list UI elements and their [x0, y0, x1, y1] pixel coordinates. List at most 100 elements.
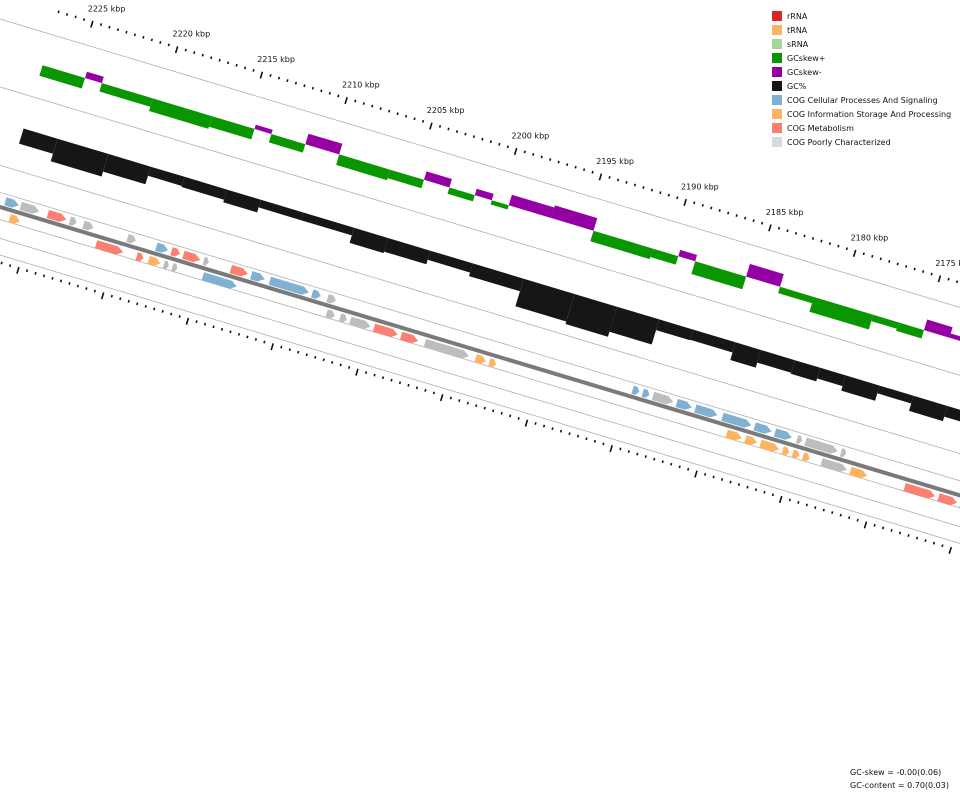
inner-minor-tick: [576, 434, 580, 438]
gene-arrow-cellular: [201, 272, 237, 289]
inner-minor-tick: [390, 378, 393, 382]
inner-major-tick: [16, 266, 20, 274]
minor-tick: [718, 209, 721, 212]
legend-item: rRNA: [772, 9, 951, 23]
major-tick: [768, 224, 772, 232]
minor-tick: [396, 112, 399, 116]
gene-arrow-poor: [326, 294, 336, 304]
inner-minor-tick: [763, 490, 766, 494]
minor-tick: [786, 229, 789, 233]
inner-minor-tick: [534, 422, 537, 425]
gene-arrow-info: [488, 358, 497, 368]
minor-tick: [464, 132, 467, 136]
gene-arrow-poor: [839, 448, 847, 458]
minor-tick: [625, 181, 628, 184]
minor-tick: [532, 153, 535, 156]
inner-minor-tick: [653, 457, 656, 461]
inner-minor-tick: [85, 287, 88, 290]
inner-minor-tick: [712, 475, 715, 479]
gc-content-bar: [909, 395, 948, 422]
gene-arrow-cellular: [268, 276, 309, 295]
gene-arrow-info: [8, 214, 20, 224]
inner-major-tick: [100, 292, 105, 300]
inner-minor-tick: [568, 432, 571, 436]
feature-track: [4, 197, 960, 509]
minor-tick: [269, 74, 272, 77]
legend-swatch: [772, 11, 782, 21]
gc-skew-positive-bar: [268, 134, 306, 153]
minor-tick: [99, 23, 103, 27]
minor-tick: [455, 130, 459, 133]
minor-tick: [574, 165, 577, 169]
inner-minor-tick: [839, 513, 842, 517]
inner-minor-tick: [542, 424, 546, 428]
inner-minor-tick: [119, 297, 122, 301]
inner-minor-tick: [314, 355, 317, 359]
gene-arrow-poor: [171, 263, 178, 272]
minor-tick: [116, 28, 120, 32]
tick-label: 2200 kbp: [512, 132, 550, 141]
legend-swatch: [772, 53, 782, 63]
legend-item: GC%: [772, 79, 951, 93]
minor-tick: [557, 160, 560, 164]
legend-swatch: [772, 137, 782, 147]
minor-tick: [159, 40, 162, 44]
gc-skew-negative-bar: [746, 263, 784, 287]
legend-label: GC%: [787, 81, 807, 91]
inner-minor-tick: [25, 269, 29, 273]
gene-arrow-info: [801, 452, 810, 462]
inner-minor-tick: [212, 325, 215, 329]
minor-tick: [320, 89, 323, 93]
minor-tick: [447, 127, 450, 131]
legend-swatch: [772, 95, 782, 105]
gc-skew-negative-bar: [474, 188, 494, 201]
inner-minor-tick: [822, 508, 825, 512]
gc-skew-negative-bar: [508, 194, 555, 218]
gc-content-bar: [349, 227, 388, 254]
legend-label: COG Metabolism: [787, 123, 854, 133]
genome-backbone: [0, 204, 960, 498]
inner-minor-tick: [8, 264, 12, 268]
gc-content-bar: [656, 319, 694, 341]
inner-minor-tick: [492, 409, 495, 413]
gc-skew-negative-bar: [678, 249, 698, 262]
gene-arrow-cellular: [4, 197, 19, 208]
minor-tick: [286, 79, 289, 83]
gc-skew-positive-bar: [39, 65, 85, 89]
inner-major-tick: [185, 317, 190, 325]
inner-minor-tick: [203, 322, 207, 326]
gc-content-bar: [877, 385, 914, 404]
minor-tick: [659, 191, 662, 195]
inner-minor-tick: [856, 518, 859, 522]
gene-arrow-metabolism: [937, 493, 958, 506]
major-tick: [429, 122, 433, 130]
minor-tick: [311, 86, 315, 90]
minor-tick: [777, 226, 781, 230]
inner-minor-tick: [322, 358, 325, 362]
inner-minor-tick: [475, 404, 478, 408]
track-guide-lines: [0, 18, 960, 544]
gc-skew-positive-bar: [99, 83, 153, 107]
gc-content-bar: [469, 263, 524, 292]
gene-arrow-metabolism: [170, 247, 180, 257]
gene-arrow-metabolism: [182, 250, 201, 263]
inner-minor-tick: [449, 396, 452, 400]
minor-tick: [108, 25, 111, 29]
minor-tick: [142, 35, 145, 39]
gc-content-bar: [757, 350, 795, 373]
gene-arrow-info: [147, 256, 161, 266]
legend-label: GCskew-: [787, 67, 822, 77]
gene-arrow-metabolism: [372, 323, 398, 338]
inner-minor-tick: [415, 386, 419, 390]
track-guide-line: [0, 254, 960, 544]
track-guide-line: [0, 237, 960, 528]
minor-tick: [837, 244, 840, 248]
inner-minor-tick: [0, 261, 3, 265]
major-tick: [937, 275, 942, 283]
inner-minor-tick: [915, 536, 919, 540]
minor-tick: [811, 237, 815, 240]
minor-tick: [388, 109, 391, 113]
inner-major-tick: [355, 368, 359, 376]
gc-content-bar: [515, 278, 575, 322]
